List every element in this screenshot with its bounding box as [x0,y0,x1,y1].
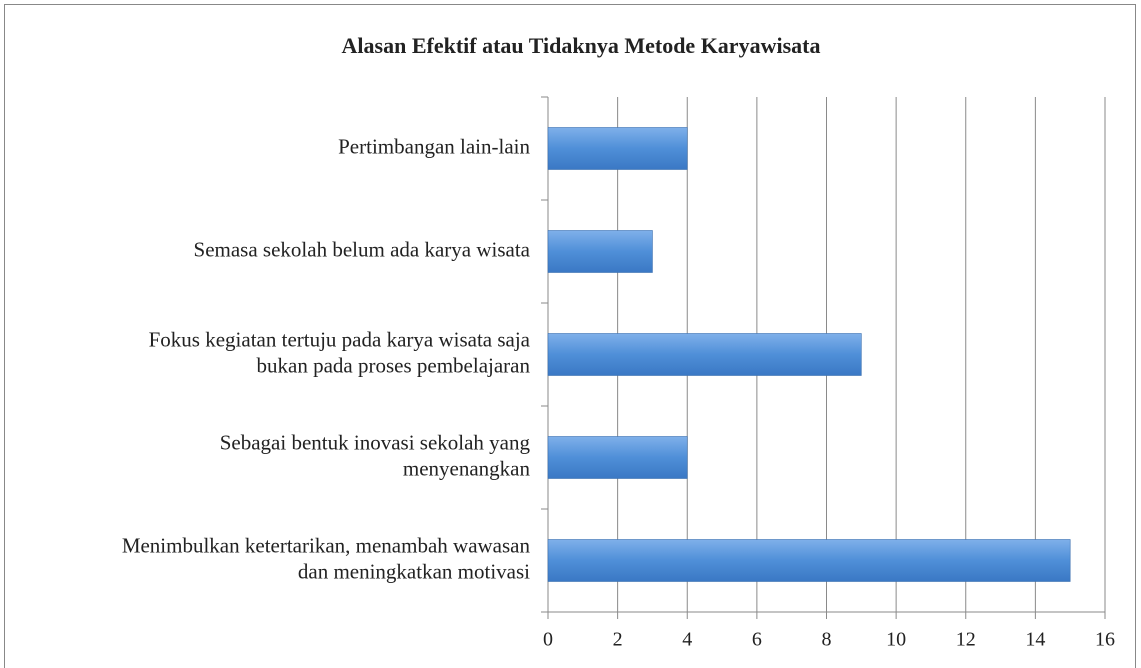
y-tick-label: Sebagai bentuk inovasi sekolah yang menye… [220,430,531,480]
bar [547,127,688,170]
bar [547,436,688,479]
x-tick-label: 2 [613,629,623,651]
y-tick-label: Menimbulkan ketertarikan, menambah wawas… [122,533,531,583]
label-line: menyenangkan [403,456,531,480]
y-tick-label: Pertimbangan lain-lain [338,134,530,158]
y-tick-label: Semasa sekolah belum ada karya wisata [194,237,531,261]
x-tick-label: 0 [543,629,553,651]
label-line: bukan pada proses pembelajaran [257,353,531,377]
label-line: dan meningkatkan motivasi [298,559,530,583]
x-tick-label: 10 [886,629,906,651]
y-tick-label: Fokus kegiatan tertuju pada karya wisata… [149,327,531,377]
label-line: Fokus kegiatan tertuju pada karya wisata… [149,327,531,351]
x-tick-label: 8 [822,629,832,651]
x-tick-label: 16 [1095,629,1115,651]
bar [547,333,862,376]
label-line: Menimbulkan ketertarikan, menambah wawas… [122,533,531,557]
bar [547,539,1071,582]
chart-title: Alasan Efektif atau Tidaknya Metode Kary… [342,33,821,58]
x-tick-label: 4 [682,629,692,651]
x-tick-label: 14 [1025,629,1045,651]
bar [547,230,653,273]
x-tick-label: 12 [956,629,976,651]
label-line: Sebagai bentuk inovasi sekolah yang [220,430,531,454]
label-line: Pertimbangan lain-lain [338,134,530,158]
x-tick-label: 6 [752,629,762,651]
label-line: Semasa sekolah belum ada karya wisata [194,237,531,261]
